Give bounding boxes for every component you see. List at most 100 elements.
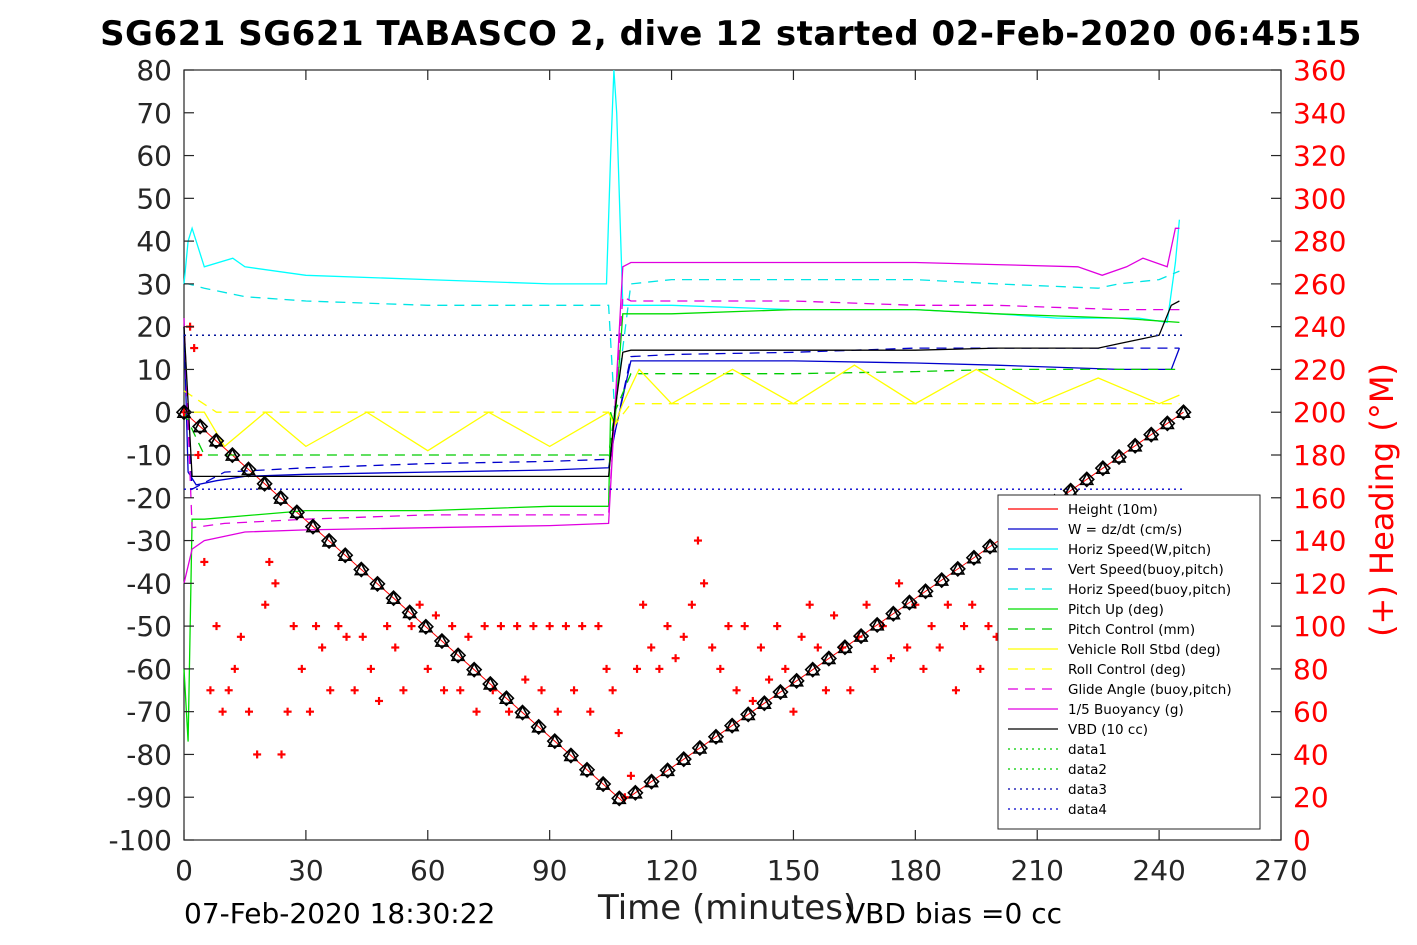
- heading-point: [870, 664, 879, 673]
- heading-point: [456, 686, 465, 695]
- heading-point: [289, 622, 298, 631]
- y-tick-label: 30: [136, 268, 172, 301]
- depth-marker: [482, 675, 499, 693]
- heading-point: [862, 600, 871, 609]
- heading-point: [312, 622, 321, 631]
- heading-point: [334, 622, 343, 631]
- depth-marker: [224, 446, 241, 464]
- heading-point: [608, 686, 617, 695]
- legend-box: [997, 494, 1261, 830]
- series-line-8: [184, 364, 1180, 452]
- y2-tick-label: 280: [1293, 225, 1346, 258]
- legend-entry: Roll Control (deg): [1068, 662, 1186, 678]
- legend-entry: data2: [1068, 762, 1107, 778]
- depth-marker: [595, 775, 612, 793]
- heading-point: [586, 707, 595, 716]
- heading-point: [224, 686, 233, 695]
- heading-point: [639, 600, 648, 609]
- heading-point: [984, 622, 993, 631]
- y2-tick-label: 320: [1293, 140, 1346, 173]
- heading-point: [687, 600, 696, 609]
- legend-entry: 1/5 Buoyancy (g): [1068, 702, 1184, 718]
- series-line-5: [184, 270, 1180, 413]
- y2-tick-label: 80: [1293, 653, 1329, 686]
- legend-entry: Horiz Speed(W,pitch): [1068, 542, 1211, 558]
- heading-point: [529, 622, 538, 631]
- y-tick-label: -100: [108, 824, 172, 857]
- depth-marker: [1126, 437, 1144, 454]
- heading-point: [375, 696, 384, 705]
- x-axis-label: Time (minutes): [598, 888, 857, 928]
- legend-entry: Vehicle Roll Stbd (deg): [1068, 642, 1221, 658]
- heading-point: [265, 557, 274, 566]
- heading-point: [230, 664, 239, 673]
- y-tick-label: 50: [136, 182, 172, 215]
- series-line-11: [183, 227, 1180, 584]
- axes: 0 30 60 90 120 150 180 210 240 270 80 70 60 50 40 30 20 1…: [108, 54, 1346, 887]
- depth-marker: [514, 704, 531, 721]
- legend-entry: Vert Speed(buoy,pitch): [1068, 562, 1224, 578]
- heading-point: [748, 696, 757, 705]
- heading-point: [830, 611, 839, 620]
- heading-point: [383, 622, 392, 631]
- y-tick-label: 0: [154, 396, 172, 429]
- depth-marker: [740, 706, 757, 723]
- x-tick-label: 0: [175, 854, 193, 887]
- depth-marker: [449, 647, 467, 664]
- y-tick-label: 60: [136, 140, 172, 173]
- depth-marker: [530, 718, 547, 735]
- heading-point: [283, 707, 292, 716]
- legend-entry: W = dz/dt (cm/s): [1068, 522, 1182, 538]
- heading-point: [342, 632, 351, 641]
- heading-point: [253, 750, 262, 759]
- x-tick-label: 180: [889, 854, 942, 887]
- heading-point: [789, 707, 798, 716]
- depth-marker: [949, 560, 966, 578]
- heading-point: [781, 664, 790, 673]
- heading-point: [431, 611, 440, 620]
- heading-point: [448, 622, 457, 631]
- heading-point: [976, 664, 985, 673]
- depth-marker: [562, 747, 580, 764]
- depth-marker: [1078, 471, 1095, 488]
- legend-entry: Pitch Control (mm): [1068, 622, 1195, 638]
- depth-marker: [417, 618, 434, 635]
- heading-point: [813, 643, 822, 652]
- depth-marker: [466, 661, 483, 678]
- heading-point: [553, 707, 562, 716]
- heading-point: [626, 771, 635, 780]
- depth-marker: [723, 717, 741, 734]
- depth-marker: [965, 549, 983, 566]
- heading-point: [305, 707, 314, 716]
- depth-marker: [191, 418, 209, 435]
- heading-point: [190, 344, 199, 353]
- heading-point: [821, 686, 830, 695]
- y2-tick-label: 260: [1293, 268, 1346, 301]
- y2-tick-label: 200: [1293, 396, 1346, 429]
- depth-marker: [836, 639, 854, 656]
- heading-point: [277, 750, 286, 759]
- depth-marker: [659, 762, 676, 779]
- y-tick-label: -40: [126, 567, 172, 600]
- heading-point: [951, 686, 960, 695]
- series-line-9: [183, 390, 1180, 427]
- y-tick-label: 20: [136, 311, 172, 344]
- y-tick-label: 70: [136, 97, 172, 130]
- depth-marker: [401, 604, 418, 621]
- heading-point: [245, 707, 254, 716]
- heading-point: [886, 654, 895, 663]
- y2-tick-label: 100: [1293, 610, 1346, 643]
- legend-entry: data3: [1068, 782, 1107, 798]
- depth-marker: [1159, 415, 1176, 432]
- heading-point: [797, 632, 806, 641]
- heading-point: [318, 643, 327, 652]
- depth-marker: [611, 790, 628, 807]
- depth-marker: [756, 695, 773, 712]
- series-layer: [183, 69, 1184, 803]
- heading-point: [700, 579, 709, 588]
- series-line-4: [183, 335, 1180, 491]
- heading-point: [943, 600, 952, 609]
- depth-marker: [643, 773, 660, 790]
- y2-tick-label: 300: [1293, 182, 1346, 215]
- y-tick-label: -20: [126, 482, 172, 515]
